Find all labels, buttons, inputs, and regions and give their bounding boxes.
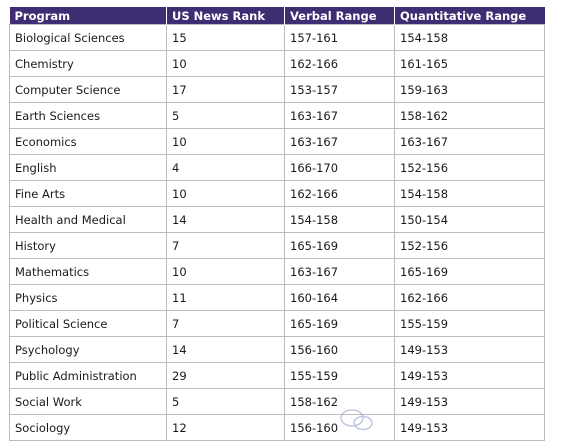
cell-program: Economics bbox=[9, 128, 167, 155]
cell-verbal-range: 157-161 bbox=[284, 24, 395, 51]
cell-quantitative-range: 149-153 bbox=[394, 414, 545, 441]
cell-verbal-range: 154-158 bbox=[284, 206, 395, 233]
cell-program: Computer Science bbox=[9, 76, 167, 103]
table-row: Mathematics 10 163-167 165-169 bbox=[9, 258, 545, 285]
cell-verbal-range: 162-166 bbox=[284, 180, 395, 207]
cell-us-news-rank: 7 bbox=[166, 232, 285, 259]
table-header-row: Program US News Rank Verbal Range Quanti… bbox=[9, 7, 545, 25]
gre-scores-table: Program US News Rank Verbal Range Quanti… bbox=[9, 7, 545, 441]
cell-us-news-rank: 15 bbox=[166, 24, 285, 51]
cell-quantitative-range: 152-156 bbox=[394, 232, 545, 259]
cell-us-news-rank: 7 bbox=[166, 310, 285, 337]
cell-us-news-rank: 10 bbox=[166, 128, 285, 155]
column-header-quantitative-range: Quantitative Range bbox=[394, 7, 545, 25]
cell-us-news-rank: 10 bbox=[166, 180, 285, 207]
table-row: Fine Arts 10 162-166 154-158 bbox=[9, 180, 545, 207]
cell-verbal-range: 156-160 bbox=[284, 414, 395, 441]
cell-us-news-rank: 29 bbox=[166, 362, 285, 389]
cell-verbal-range: 153-157 bbox=[284, 76, 395, 103]
cell-quantitative-range: 165-169 bbox=[394, 258, 545, 285]
cell-quantitative-range: 149-153 bbox=[394, 388, 545, 415]
cell-us-news-rank: 5 bbox=[166, 388, 285, 415]
cell-us-news-rank: 14 bbox=[166, 206, 285, 233]
cell-program: Physics bbox=[9, 284, 167, 311]
table-row: Psychology 14 156-160 149-153 bbox=[9, 336, 545, 363]
cell-verbal-range: 162-166 bbox=[284, 50, 395, 77]
cell-program: Chemistry bbox=[9, 50, 167, 77]
column-header-us-news-rank: US News Rank bbox=[166, 7, 285, 25]
cell-us-news-rank: 4 bbox=[166, 154, 285, 181]
table-row: Social Work 5 158-162 149-153 bbox=[9, 388, 545, 415]
table-row: Chemistry 10 162-166 161-165 bbox=[9, 50, 545, 77]
cell-quantitative-range: 149-153 bbox=[394, 336, 545, 363]
cell-us-news-rank: 10 bbox=[166, 258, 285, 285]
cell-program: Social Work bbox=[9, 388, 167, 415]
cell-verbal-range: 163-167 bbox=[284, 128, 395, 155]
cell-program: Earth Sciences bbox=[9, 102, 167, 129]
cell-program: Mathematics bbox=[9, 258, 167, 285]
cell-quantitative-range: 163-167 bbox=[394, 128, 545, 155]
cell-program: History bbox=[9, 232, 167, 259]
cell-quantitative-range: 149-153 bbox=[394, 362, 545, 389]
table-row: Biological Sciences 15 157-161 154-158 bbox=[9, 24, 545, 51]
cell-us-news-rank: 10 bbox=[166, 50, 285, 77]
cell-program: Psychology bbox=[9, 336, 167, 363]
cell-program: Biological Sciences bbox=[9, 24, 167, 51]
table-body: Biological Sciences 15 157-161 154-158 Chemi… bbox=[9, 24, 545, 441]
cell-verbal-range: 160-164 bbox=[284, 284, 395, 311]
column-header-verbal-range: Verbal Range bbox=[284, 7, 395, 25]
table-row: Earth Sciences 5 163-167 158-162 bbox=[9, 102, 545, 129]
table-row: History 7 165-169 152-156 bbox=[9, 232, 545, 259]
cell-quantitative-range: 161-165 bbox=[394, 50, 545, 77]
table-row: Physics 11 160-164 162-166 bbox=[9, 284, 545, 311]
table-row: Sociology 12 156-160 149-153 bbox=[9, 414, 545, 441]
cell-verbal-range: 156-160 bbox=[284, 336, 395, 363]
gre-scores-table-container: Program US News Rank Verbal Range Quanti… bbox=[9, 7, 545, 441]
cell-verbal-range: 166-170 bbox=[284, 154, 395, 181]
table-row: Public Administration 29 155-159 149-153 bbox=[9, 362, 545, 389]
cell-quantitative-range: 162-166 bbox=[394, 284, 545, 311]
cell-us-news-rank: 17 bbox=[166, 76, 285, 103]
cell-verbal-range: 165-169 bbox=[284, 310, 395, 337]
table-row: Economics 10 163-167 163-167 bbox=[9, 128, 545, 155]
cell-verbal-range: 163-167 bbox=[284, 258, 395, 285]
cell-verbal-range: 155-159 bbox=[284, 362, 395, 389]
table-row: Health and Medical 14 154-158 150-154 bbox=[9, 206, 545, 233]
cell-quantitative-range: 158-162 bbox=[394, 102, 545, 129]
cell-program: Health and Medical bbox=[9, 206, 167, 233]
cell-us-news-rank: 12 bbox=[166, 414, 285, 441]
column-header-program: Program bbox=[9, 7, 167, 25]
cell-quantitative-range: 154-158 bbox=[394, 180, 545, 207]
cell-us-news-rank: 11 bbox=[166, 284, 285, 311]
cell-verbal-range: 158-162 bbox=[284, 388, 395, 415]
cell-quantitative-range: 152-156 bbox=[394, 154, 545, 181]
cell-quantitative-range: 159-163 bbox=[394, 76, 545, 103]
cell-verbal-range: 163-167 bbox=[284, 102, 395, 129]
cell-program: Political Science bbox=[9, 310, 167, 337]
cell-quantitative-range: 154-158 bbox=[394, 24, 545, 51]
table-row: English 4 166-170 152-156 bbox=[9, 154, 545, 181]
cell-program: Public Administration bbox=[9, 362, 167, 389]
cell-quantitative-range: 155-159 bbox=[394, 310, 545, 337]
cell-program: English bbox=[9, 154, 167, 181]
cell-us-news-rank: 5 bbox=[166, 102, 285, 129]
cell-program: Fine Arts bbox=[9, 180, 167, 207]
cell-verbal-range: 165-169 bbox=[284, 232, 395, 259]
cell-program: Sociology bbox=[9, 414, 167, 441]
cell-quantitative-range: 150-154 bbox=[394, 206, 545, 233]
cell-us-news-rank: 14 bbox=[166, 336, 285, 363]
table-row: Political Science 7 165-169 155-159 bbox=[9, 310, 545, 337]
table-row: Computer Science 17 153-157 159-163 bbox=[9, 76, 545, 103]
